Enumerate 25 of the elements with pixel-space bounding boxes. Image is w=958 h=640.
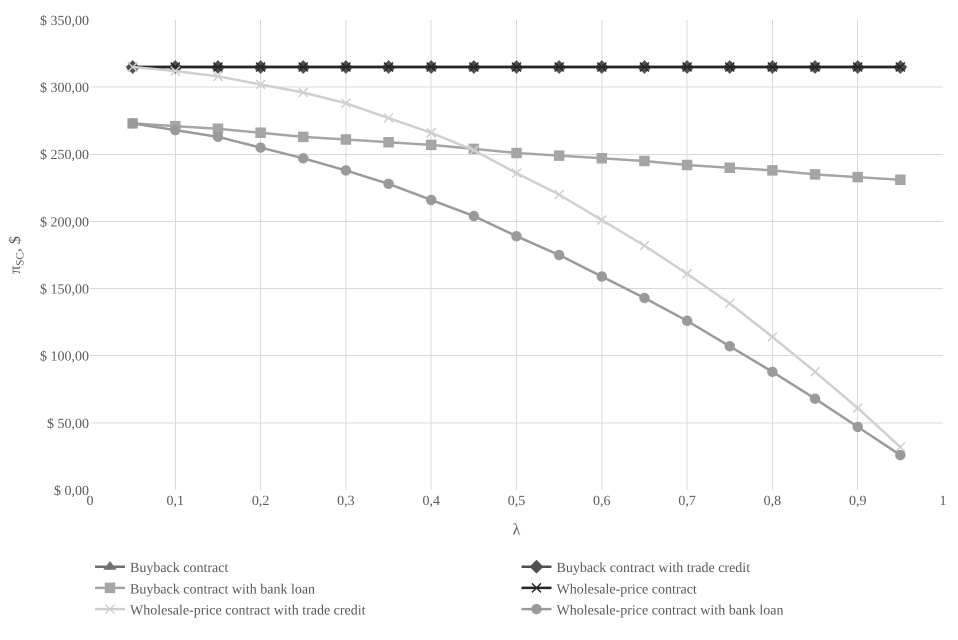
x-tick-label: 0,1 bbox=[166, 494, 184, 509]
legend-label: Wholesale-price contract bbox=[556, 582, 697, 598]
y-tick-label: $ 200,00 bbox=[40, 215, 89, 230]
x-tick-label: 0,9 bbox=[848, 494, 866, 509]
x-tick-label: 0,7 bbox=[678, 494, 696, 509]
legend-label: Wholesale-price contract with bank loan bbox=[556, 604, 784, 619]
y-tick-label: $ 350,00 bbox=[40, 14, 89, 29]
x-tick-label: 0,8 bbox=[764, 494, 782, 509]
legend-label: Wholesale-price contract with trade credit bbox=[130, 604, 366, 619]
x-tick-label: 1 bbox=[940, 494, 946, 509]
x-tick-label: 0,2 bbox=[252, 494, 270, 509]
x-tick-label: 0,3 bbox=[337, 494, 355, 509]
x-tick-label: 0,5 bbox=[508, 494, 526, 509]
x-tick-label: 0 bbox=[86, 494, 94, 509]
x-tick-label: 0,4 bbox=[422, 494, 440, 509]
x-tick-label: 0,6 bbox=[593, 494, 611, 509]
legend-label: Buyback contract with trade credit bbox=[556, 561, 750, 576]
y-tick-label: $ 150,00 bbox=[40, 282, 89, 298]
legend-label: Buyback contract bbox=[130, 561, 228, 576]
y-tick-label: $ 100,00 bbox=[40, 350, 89, 365]
y-tick-label: $ 50,00 bbox=[47, 416, 89, 432]
x-axis-title: λ bbox=[512, 522, 521, 539]
y-tick-label: $ 300,00 bbox=[40, 81, 89, 96]
legend-label: Buyback contract with bank loan bbox=[130, 582, 316, 598]
y-tick-label: $ 250,00 bbox=[40, 148, 89, 164]
